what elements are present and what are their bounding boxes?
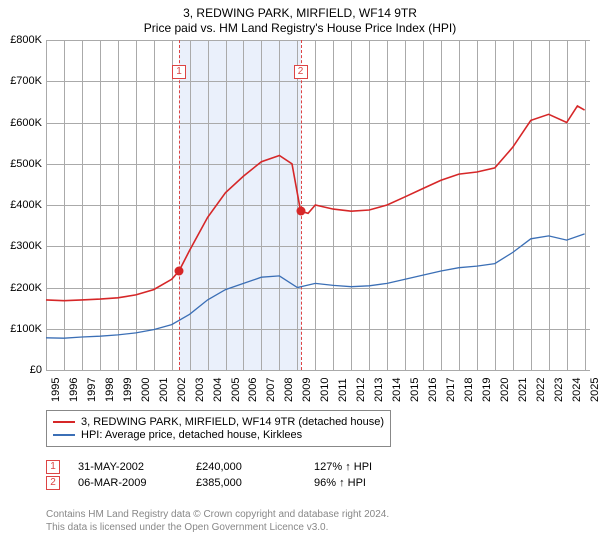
- attribution-line2: This data is licensed under the Open Gov…: [46, 521, 389, 534]
- chart-subtitle: Price paid vs. HM Land Registry's House …: [0, 20, 600, 35]
- x-axis-label: 2024: [571, 378, 583, 402]
- sale-pct: 96% ↑ HPI: [314, 477, 414, 489]
- x-axis-label: 2014: [391, 378, 403, 402]
- legend-label: HPI: Average price, detached house, Kirk…: [81, 429, 302, 441]
- chart-title: 3, REDWING PARK, MIRFIELD, WF14 9TR: [0, 0, 600, 20]
- x-axis-label: 2015: [409, 378, 421, 402]
- y-axis-label: £200K: [2, 282, 42, 294]
- sale-row-marker: 1: [46, 460, 60, 474]
- x-axis-label: 2022: [535, 378, 547, 402]
- x-axis-label: 1996: [68, 378, 80, 402]
- series-svg: [46, 40, 590, 370]
- chart-plot-area: 12: [46, 40, 590, 370]
- x-axis-label: 2003: [194, 378, 206, 402]
- sale-pct: 127% ↑ HPI: [314, 461, 414, 473]
- x-axis-label: 2012: [355, 378, 367, 402]
- sale-date: 06-MAR-2009: [78, 477, 178, 489]
- x-axis-label: 2009: [301, 378, 313, 402]
- sale-date: 31-MAY-2002: [78, 461, 178, 473]
- attribution-note: Contains HM Land Registry data © Crown c…: [46, 508, 389, 534]
- legend-label: 3, REDWING PARK, MIRFIELD, WF14 9TR (det…: [81, 416, 384, 428]
- x-axis-label: 2020: [499, 378, 511, 402]
- x-axis-label: 1999: [122, 378, 134, 402]
- x-axis-label: 2001: [158, 378, 170, 402]
- x-axis-label: 2019: [481, 378, 493, 402]
- x-axis-label: 2013: [373, 378, 385, 402]
- x-axis-label: 2018: [463, 378, 475, 402]
- x-axis-label: 2021: [517, 378, 529, 402]
- legend-row: 3, REDWING PARK, MIRFIELD, WF14 9TR (det…: [53, 416, 384, 428]
- x-axis-label: 2010: [319, 378, 331, 402]
- attribution-line1: Contains HM Land Registry data © Crown c…: [46, 508, 389, 521]
- y-axis-label: £800K: [2, 34, 42, 46]
- sale-row: 2 06-MAR-2009 £385,000 96% ↑ HPI: [46, 476, 414, 490]
- x-axis-label: 1995: [50, 378, 62, 402]
- y-axis-label: £600K: [2, 117, 42, 129]
- x-axis-label: 2000: [140, 378, 152, 402]
- sales-table: 1 31-MAY-2002 £240,000 127% ↑ HPI 2 06-MAR-20…: [46, 458, 414, 492]
- y-axis-label: £300K: [2, 240, 42, 252]
- legend-swatch: [53, 421, 75, 423]
- x-axis-label: 2007: [265, 378, 277, 402]
- x-axis-label: 2005: [230, 378, 242, 402]
- y-axis-label: £400K: [2, 199, 42, 211]
- y-axis-label: £500K: [2, 158, 42, 170]
- sale-row-marker: 2: [46, 476, 60, 490]
- sale-row: 1 31-MAY-2002 £240,000 127% ↑ HPI: [46, 460, 414, 474]
- gridline-h: [46, 370, 590, 371]
- series-line: [46, 234, 585, 338]
- x-axis-label: 2002: [176, 378, 188, 402]
- legend-row: HPI: Average price, detached house, Kirk…: [53, 429, 384, 441]
- y-axis-label: £0: [2, 364, 42, 376]
- x-axis-label: 2006: [247, 378, 259, 402]
- legend-box: 3, REDWING PARK, MIRFIELD, WF14 9TR (det…: [46, 410, 391, 447]
- y-axis-label: £100K: [2, 323, 42, 335]
- x-axis-label: 2008: [283, 378, 295, 402]
- x-axis-label: 1998: [104, 378, 116, 402]
- sale-price: £240,000: [196, 461, 296, 473]
- x-axis-label: 2025: [589, 378, 600, 402]
- y-axis-label: £700K: [2, 75, 42, 87]
- x-axis-label: 1997: [86, 378, 98, 402]
- x-axis-label: 2004: [212, 378, 224, 402]
- x-axis-label: 2011: [337, 378, 349, 402]
- x-axis-label: 2016: [427, 378, 439, 402]
- x-axis-label: 2017: [445, 378, 457, 402]
- x-axis-label: 2023: [553, 378, 565, 402]
- sale-price: £385,000: [196, 477, 296, 489]
- legend-swatch: [53, 434, 75, 436]
- series-line: [46, 106, 585, 301]
